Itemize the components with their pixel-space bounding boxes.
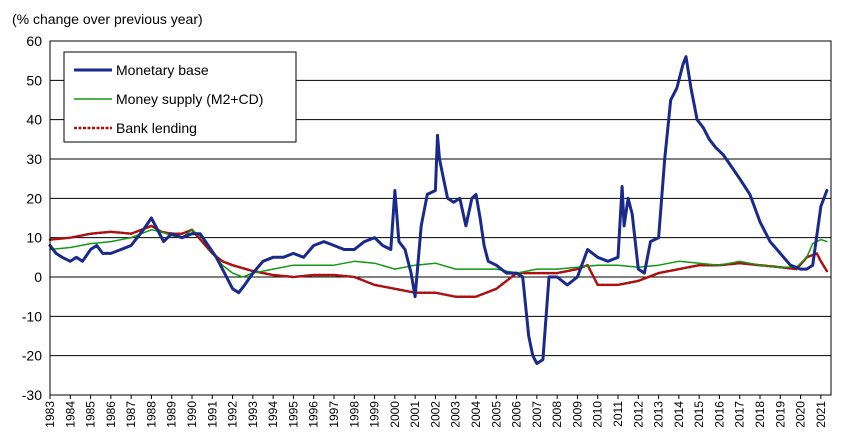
x-tick-label: 2016	[712, 401, 726, 428]
y-axis-label: (% change over previous year)	[12, 11, 203, 27]
x-tick-label: 2010	[591, 401, 605, 428]
x-tick-label: 2005	[489, 401, 503, 428]
x-tick-label: 2013	[652, 401, 666, 428]
legend: Monetary base Money supply (M2+CD) Bank le…	[63, 51, 297, 143]
x-tick-label: 2021	[814, 401, 828, 428]
x-tick-label: 2018	[753, 401, 767, 428]
y-tick-label: -20	[22, 348, 42, 364]
x-tick-label: 1991	[205, 401, 219, 428]
y-tick-label: 0	[34, 269, 42, 285]
legend-label: Monetary base	[116, 62, 209, 78]
y-tick-label: 20	[26, 190, 42, 206]
y-tick-label: 10	[26, 230, 42, 246]
x-tick-label: 1989	[165, 401, 179, 428]
x-tick-label: 2002	[428, 401, 442, 428]
y-tick-labels: -30 -20 -10 0 10 20 30 40 50 60	[22, 33, 42, 403]
x-tick-label: 2003	[449, 401, 463, 428]
x-tick-label: 2007	[530, 401, 544, 428]
legend-label: Money supply (M2+CD)	[116, 91, 263, 107]
y-tick-label: 30	[26, 151, 42, 167]
x-tick-label: 1997	[327, 401, 341, 428]
x-tick-label: 2008	[550, 401, 564, 428]
x-tick-label: 2015	[692, 401, 706, 428]
x-tick-label: 1995	[286, 401, 300, 428]
x-tick-label: 2014	[672, 401, 686, 428]
y-tick-label: 50	[26, 72, 42, 88]
x-tick-label: 1994	[266, 401, 280, 428]
x-tick-label: 1988	[144, 401, 158, 428]
x-tick-label: 1993	[246, 401, 260, 428]
x-tick-label: 1999	[368, 401, 382, 428]
y-tick-label: 40	[26, 112, 42, 128]
x-tick-label: 1986	[104, 401, 118, 428]
x-tick-label: 2012	[631, 401, 645, 428]
x-tick-label: 1987	[124, 401, 138, 428]
x-tick-label: 1996	[307, 401, 321, 428]
x-tick-label: 2020	[794, 401, 808, 428]
x-tick-label: 2004	[469, 401, 483, 428]
series-lines	[48, 55, 829, 365]
x-tick-label: 2006	[510, 401, 524, 428]
series-line-monetary-base	[48, 55, 829, 365]
x-tick-label: 1985	[84, 401, 98, 428]
x-tick-label: 2001	[408, 401, 422, 428]
x-tick-label: 2009	[570, 401, 584, 428]
x-tick-label: 1998	[347, 401, 361, 428]
x-tick-label: 1992	[226, 401, 240, 428]
x-tick-label: 2000	[388, 401, 402, 428]
plot-area-frame	[49, 40, 832, 396]
y-tick-label: 60	[26, 33, 42, 49]
y-tick-label: -10	[22, 308, 42, 324]
x-tick-label: 2019	[773, 401, 787, 428]
x-tick-label: 1990	[185, 401, 199, 428]
x-tick-label: 1984	[63, 401, 77, 428]
x-tick-label: 1983	[43, 401, 57, 428]
x-tick-labels: 1983 1984 1985 1986 1987 1988 1989 1990 1991 1992…	[43, 395, 828, 428]
x-tick-label: 2011	[611, 401, 625, 427]
x-tick-label: 2017	[733, 401, 747, 428]
legend-label: Bank lending	[116, 120, 197, 136]
y-tick-label: -30	[22, 387, 42, 403]
